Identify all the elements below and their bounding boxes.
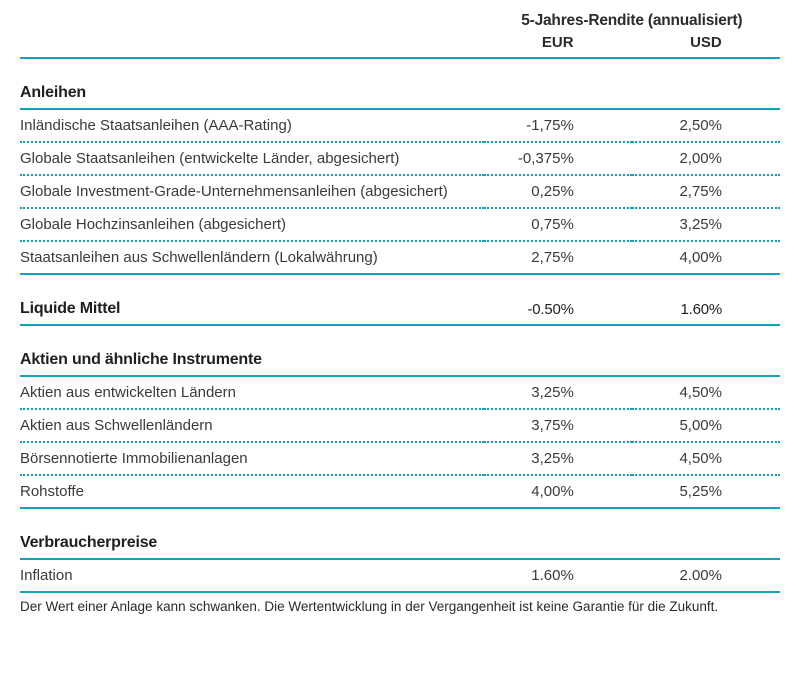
col-usd: USD: [632, 34, 780, 58]
row-usd: 3,25%: [632, 208, 780, 241]
row-label: Globale Hochzinsanleihen (abgesichert): [20, 208, 484, 241]
row-label: Aktien aus entwickelten Ländern: [20, 376, 484, 409]
row-label: Inländische Staatsanleihen (AAA-Rating): [20, 109, 484, 142]
row-usd: 2,75%: [632, 175, 780, 208]
section-title: Liquide Mittel: [20, 296, 484, 325]
row-eur: 3,75%: [484, 409, 632, 442]
row-label: Börsennotierte Immobilienanlagen: [20, 442, 484, 475]
row-label: Globale Investment-Grade-Unternehmensanl…: [20, 175, 484, 208]
row-usd: 5,00%: [632, 409, 780, 442]
header-title: 5-Jahres-Rendite (annualisiert): [484, 12, 780, 34]
row-usd: 2,50%: [632, 109, 780, 142]
row-eur: 4,00%: [484, 475, 632, 508]
row-eur: -0.50%: [484, 296, 632, 325]
section-title: Anleihen: [20, 80, 484, 109]
row-eur: -1,75%: [484, 109, 632, 142]
row-usd: 2.00%: [632, 559, 780, 592]
row-usd: 4,00%: [632, 241, 780, 274]
row-usd: 5,25%: [632, 475, 780, 508]
row-label: Rohstoffe: [20, 475, 484, 508]
row-eur: 3,25%: [484, 376, 632, 409]
row-eur: 0,75%: [484, 208, 632, 241]
col-eur: EUR: [484, 34, 632, 58]
footnote: Der Wert einer Anlage kann schwanken. Di…: [20, 593, 780, 614]
returns-table: 5-Jahres-Rendite (annualisiert) EUR USD …: [20, 12, 780, 593]
row-usd: 4,50%: [632, 376, 780, 409]
row-usd: 1.60%: [632, 296, 780, 325]
row-eur: 1.60%: [484, 559, 632, 592]
row-usd: 4,50%: [632, 442, 780, 475]
row-label: Staatsanleihen aus Schwellenländern (Lok…: [20, 241, 484, 274]
row-label: Aktien aus Schwellenländern: [20, 409, 484, 442]
row-eur: 3,25%: [484, 442, 632, 475]
section-title: Aktien und ähnliche Instrumente: [20, 347, 484, 376]
section-title: Verbraucherpreise: [20, 530, 484, 559]
row-label: Inflation: [20, 559, 484, 592]
row-eur: -0,375%: [484, 142, 632, 175]
row-eur: 0,25%: [484, 175, 632, 208]
row-usd: 2,00%: [632, 142, 780, 175]
row-eur: 2,75%: [484, 241, 632, 274]
row-label: Globale Staatsanleihen (entwickelte Länd…: [20, 142, 484, 175]
